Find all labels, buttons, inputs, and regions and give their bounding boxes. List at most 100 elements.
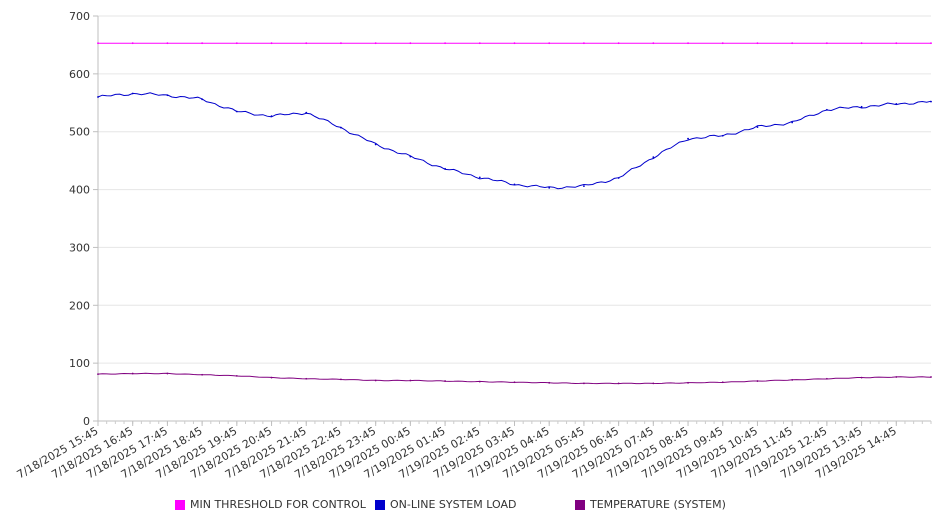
data-point <box>201 373 204 376</box>
data-point <box>825 108 828 111</box>
legend-label-system-load: ON-LINE SYSTEM LOAD <box>390 498 517 511</box>
data-point <box>409 379 412 382</box>
data-point <box>930 100 932 103</box>
data-point <box>548 186 551 189</box>
data-point <box>131 42 134 45</box>
data-point <box>409 155 412 158</box>
y-axis-ticks: 0 100 200 300 400 500 600 700 <box>69 10 98 428</box>
data-point <box>478 380 481 383</box>
legend: MIN THRESHOLD FOR CONTROL ON-LINE SYSTEM… <box>0 498 946 514</box>
y-tick-label: 200 <box>69 299 90 312</box>
series-line <box>97 92 932 190</box>
y-tick-label: 300 <box>69 241 90 254</box>
data-point <box>583 185 585 188</box>
data-point <box>201 98 204 101</box>
y-tick-label: 400 <box>69 184 90 197</box>
y-tick-label: 500 <box>69 126 90 139</box>
data-point <box>583 382 585 385</box>
data-point <box>791 121 794 124</box>
data-point <box>270 376 273 379</box>
data-point <box>131 92 134 95</box>
legend-label-min-threshold: MIN THRESHOLD FOR CONTROL <box>190 498 366 511</box>
data-point <box>895 103 898 105</box>
data-point <box>444 167 446 170</box>
data-point <box>583 42 585 45</box>
data-point <box>825 42 828 45</box>
data-point <box>860 376 863 379</box>
data-point <box>166 372 169 375</box>
data-point <box>270 42 273 45</box>
data-point <box>478 42 481 45</box>
y-tick-label: 100 <box>69 357 90 370</box>
data-point <box>756 380 759 382</box>
data-point <box>444 42 446 45</box>
data-point <box>513 183 516 186</box>
y-tick-label: 600 <box>69 68 90 81</box>
y-tick-label: 700 <box>69 10 90 23</box>
data-point <box>340 126 342 129</box>
data-point <box>305 377 308 380</box>
data-point <box>687 42 689 45</box>
data-point <box>548 42 551 45</box>
data-point <box>235 110 238 113</box>
gridlines <box>98 15 931 364</box>
data-point <box>652 156 655 159</box>
data-point <box>617 42 620 45</box>
y-tick-label: 0 <box>83 415 90 428</box>
data-point <box>617 382 620 385</box>
data-point <box>930 376 932 378</box>
data-point <box>340 378 342 381</box>
data-point <box>513 42 516 45</box>
data-point <box>652 382 655 385</box>
data-point <box>721 42 724 45</box>
legend-item-temperature: TEMPERATURE (SYSTEM) <box>575 498 726 511</box>
data-point <box>374 379 377 382</box>
legend-label-temperature: TEMPERATURE (SYSTEM) <box>590 498 726 511</box>
data-point <box>721 134 724 137</box>
data-point <box>305 111 308 114</box>
data-point <box>791 379 794 381</box>
data-point <box>791 42 794 45</box>
data-point <box>166 94 169 97</box>
data-point <box>756 42 759 45</box>
data-point <box>270 115 273 117</box>
series-1 <box>97 92 932 190</box>
series-lines <box>97 42 932 385</box>
data-point <box>409 42 412 45</box>
data-point <box>478 176 481 179</box>
legend-item-min-threshold: MIN THRESHOLD FOR CONTROL <box>175 498 366 511</box>
x-axis-ticks: 7/18/2025 15:457/18/2025 16:457/18/2025 … <box>15 421 899 481</box>
series-2 <box>97 372 932 385</box>
data-point <box>721 381 724 384</box>
legend-swatch-min-threshold <box>175 499 185 510</box>
legend-item-system-load: ON-LINE SYSTEM LOAD <box>375 498 516 511</box>
data-point <box>930 42 932 45</box>
data-point <box>97 373 99 376</box>
data-point <box>860 105 863 108</box>
legend-swatch-temperature <box>575 499 585 510</box>
data-point <box>617 177 620 179</box>
data-point <box>235 42 238 45</box>
data-point <box>860 42 863 45</box>
data-point <box>895 376 898 378</box>
data-point <box>97 42 99 45</box>
data-point <box>652 42 655 45</box>
data-point <box>444 380 446 382</box>
data-point <box>825 377 828 380</box>
data-point <box>340 42 342 45</box>
data-point <box>687 137 689 140</box>
data-point <box>166 42 169 45</box>
data-point <box>513 381 516 384</box>
data-point <box>374 42 377 45</box>
data-point <box>374 143 377 146</box>
data-point <box>687 381 689 384</box>
data-point <box>201 42 204 45</box>
data-point <box>235 374 238 377</box>
data-point <box>305 42 308 45</box>
data-point <box>756 126 759 128</box>
data-point <box>548 381 551 384</box>
data-point <box>131 372 134 375</box>
legend-swatch-system-load <box>375 499 385 510</box>
data-point <box>97 96 99 98</box>
